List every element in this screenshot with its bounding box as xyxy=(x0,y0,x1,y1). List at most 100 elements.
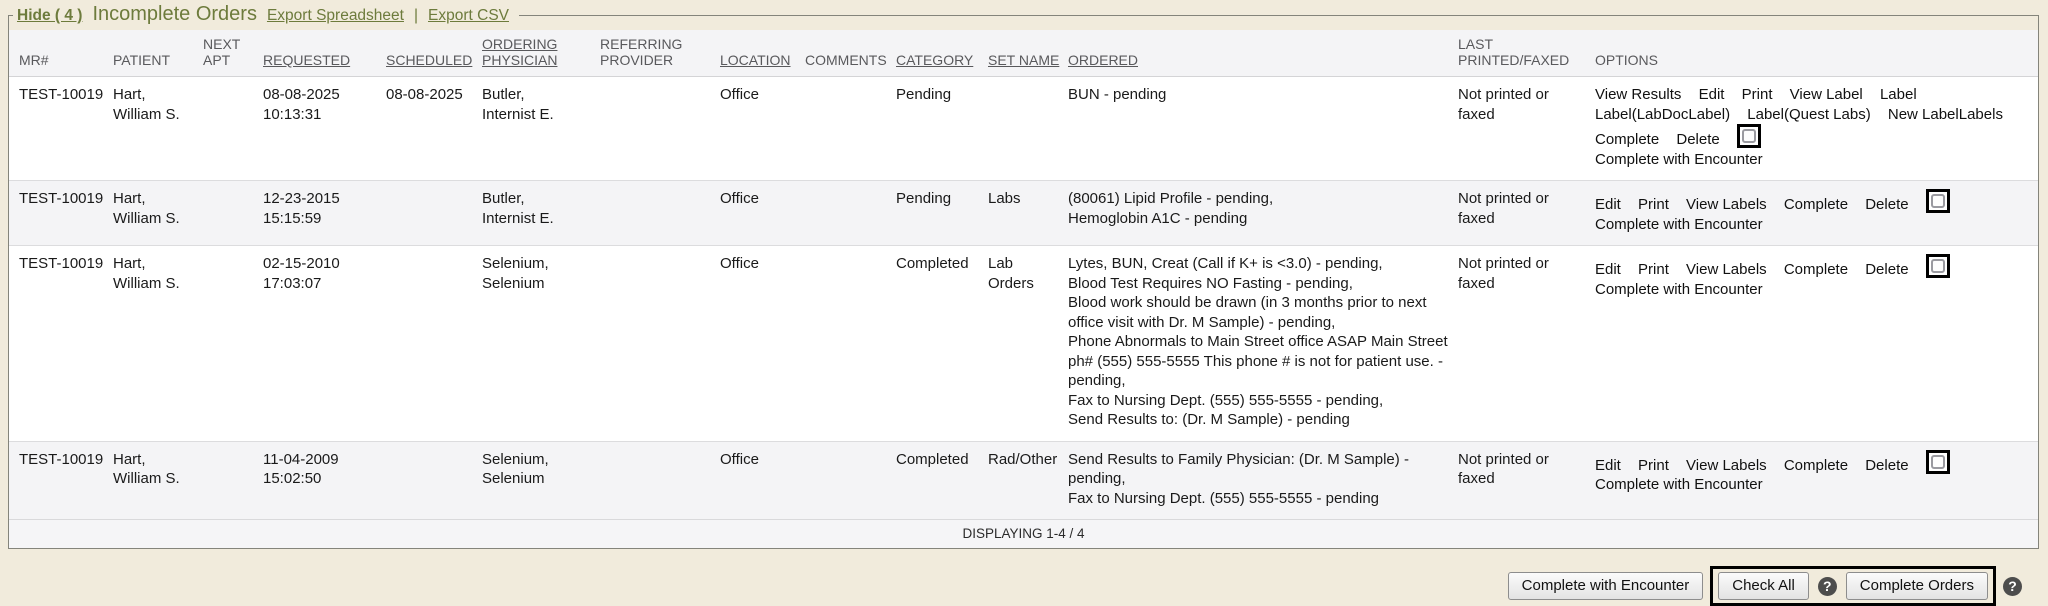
page-title: Incomplete Orders xyxy=(92,3,257,25)
cell-comments xyxy=(805,77,896,181)
incomplete-orders-panel: Hide ( 4 ) Incomplete Orders Export Spre… xyxy=(8,3,2039,549)
cell-set-name: Labs xyxy=(988,180,1068,246)
option-print[interactable]: Print xyxy=(1741,86,1773,103)
option-view-labels[interactable]: View Labels xyxy=(1686,196,1767,213)
column-header-set-name[interactable]: SET NAME xyxy=(988,30,1068,77)
option-view-results[interactable]: View Results xyxy=(1595,86,1682,103)
cell-category: Completed xyxy=(896,440,988,519)
export-spreadsheet-link[interactable]: Export Spreadsheet xyxy=(266,7,404,24)
option-complete[interactable]: Complete xyxy=(1783,456,1849,474)
export-csv-link[interactable]: Export CSV xyxy=(428,7,509,24)
option-complete-with-encounter[interactable]: Complete with Encounter xyxy=(1595,476,1763,493)
cell-next-apt xyxy=(203,440,263,519)
complete-with-encounter-button[interactable]: Complete with Encounter xyxy=(1507,572,1704,600)
cell-last-printed: Not printed or faxed xyxy=(1458,86,1549,123)
cell-requested: 02-15-2010 17:03:07 xyxy=(263,245,386,441)
order-checkbox[interactable] xyxy=(1925,189,1950,213)
option-view-labels[interactable]: View Labels xyxy=(1686,261,1767,278)
help-icon[interactable]: ? xyxy=(2003,576,2022,596)
option-new-labellabels[interactable]: New LabelLabels xyxy=(1887,105,2003,123)
orders-table: MR# PATIENT NEXT APT REQUESTED SCHEDULED ORDE… xyxy=(9,30,2038,519)
column-header-scheduled[interactable]: SCHEDULED xyxy=(386,30,482,77)
option-complete-with-encounter[interactable]: Complete with Encounter xyxy=(1595,215,1763,233)
option-complete-with-encounter[interactable]: Complete with Encounter xyxy=(1595,150,1763,168)
column-header-last-printed-faxed: LAST PRINTED/FAXED xyxy=(1458,30,1595,77)
option-edit[interactable]: Edit xyxy=(1595,456,1621,474)
order-checkbox[interactable] xyxy=(1925,449,1950,474)
cell-options: View Results Edit Print View Label Label… xyxy=(1595,77,2038,181)
option-complete[interactable]: Complete xyxy=(1783,196,1849,213)
cell-comments xyxy=(805,440,896,519)
cell-scheduled xyxy=(386,245,482,441)
option-label-quest-labs[interactable]: Label(Quest Labs) xyxy=(1747,105,1871,123)
cell-mr: TEST-10019 xyxy=(9,180,113,246)
option-label[interactable]: Label xyxy=(1879,86,1917,103)
option-print[interactable]: Print xyxy=(1638,261,1669,278)
column-header-requested[interactable]: REQUESTED xyxy=(263,30,386,77)
check-all-button[interactable]: Check All xyxy=(1718,572,1809,600)
cell-requested: 12-23-2015 15:15:59 xyxy=(263,180,386,246)
cell-scheduled xyxy=(386,180,482,246)
cell-last-printed: Not printed or faxed xyxy=(1458,180,1595,246)
option-delete[interactable]: Delete xyxy=(1865,456,1909,474)
cell-ordered: Lytes, BUN, Creat (Call if K+ is <3.0) -… xyxy=(1068,245,1458,441)
cell-last-printed: Not printed or faxed xyxy=(1458,245,1595,441)
hide-link[interactable]: Hide ( 4 ) xyxy=(17,7,83,24)
option-delete[interactable]: Delete xyxy=(1865,261,1909,278)
column-header-category[interactable]: CATEGORY xyxy=(896,30,988,77)
option-delete[interactable]: Delete xyxy=(1865,196,1909,213)
cell-mr: TEST-10019 xyxy=(9,245,113,441)
option-print[interactable]: Print xyxy=(1638,456,1669,474)
cell-comments xyxy=(805,245,896,441)
column-header-ordered[interactable]: ORDERED xyxy=(1068,30,1458,77)
column-header-next-apt: NEXT APT xyxy=(203,30,263,77)
cell-next-apt xyxy=(203,180,263,246)
cell-scheduled: 08-08-2025 xyxy=(386,86,463,103)
order-checkbox[interactable] xyxy=(1925,254,1950,278)
cell-requested: 11-04-2009 15:02:50 xyxy=(263,440,386,519)
cell-comments xyxy=(805,180,896,246)
option-edit[interactable]: Edit xyxy=(1698,86,1725,103)
cell-category: Completed xyxy=(896,245,988,441)
cell-ordered: BUN - pending xyxy=(1068,86,1167,103)
complete-orders-button[interactable]: Complete Orders xyxy=(1845,572,1988,600)
cell-next-apt xyxy=(203,77,263,181)
cell-ordering-physician: Selenium, Selenium xyxy=(482,245,600,441)
column-header-ordering-physician[interactable]: ORDERING PHYSICIAN xyxy=(482,30,600,77)
option-view-labels[interactable]: View Labels xyxy=(1686,456,1767,474)
cell-category: Pending xyxy=(896,180,988,246)
cell-set-name xyxy=(988,77,1068,181)
actions-bar: Complete with Encounter Check All ? Comp… xyxy=(0,566,2022,606)
cell-last-printed: Not printed or faxed xyxy=(1458,440,1595,519)
order-row: TEST-10019 Hart, William S. 08-08-2025 10:… xyxy=(9,77,2038,181)
column-header-location[interactable]: LOCATION xyxy=(720,30,805,77)
table-header-row: MR# PATIENT NEXT APT REQUESTED SCHEDULED ORDE… xyxy=(9,30,2038,77)
cell-category: Pending xyxy=(896,86,952,103)
cell-referring-provider xyxy=(600,180,720,246)
option-label-labdoclabel[interactable]: Label(LabDocLabel) xyxy=(1595,105,1731,123)
option-complete[interactable]: Complete xyxy=(1783,261,1849,278)
cell-location: Office xyxy=(720,440,805,519)
check-complete-group: Check All ? Complete Orders xyxy=(1710,566,1996,606)
cell-mr: TEST-10019 xyxy=(9,440,113,519)
cell-ordering-physician: Butler, Internist E. xyxy=(482,180,600,246)
order-checkbox[interactable] xyxy=(1736,124,1761,148)
panel-legend: Hide ( 4 ) Incomplete Orders Export Spre… xyxy=(13,3,519,26)
column-header-mr: MR# xyxy=(9,30,113,77)
help-icon[interactable]: ? xyxy=(1817,576,1837,596)
option-delete[interactable]: Delete xyxy=(1676,131,1720,148)
column-header-options: OPTIONS xyxy=(1595,30,2038,77)
column-header-patient: PATIENT xyxy=(113,30,203,77)
cell-options: Edit Print View Labels Complete Delete C… xyxy=(1595,440,2038,519)
cell-ordering-physician: Butler, Internist E. xyxy=(482,86,554,123)
option-complete[interactable]: Complete xyxy=(1595,131,1660,148)
option-view-label[interactable]: View Label xyxy=(1789,86,1863,103)
option-complete-with-encounter[interactable]: Complete with Encounter xyxy=(1595,280,1763,298)
cell-patient: Hart, William S. xyxy=(113,86,180,123)
cell-referring-provider xyxy=(600,245,720,441)
cell-referring-provider xyxy=(600,77,720,181)
option-edit[interactable]: Edit xyxy=(1595,196,1621,213)
option-print[interactable]: Print xyxy=(1638,196,1669,213)
option-edit[interactable]: Edit xyxy=(1595,261,1621,278)
column-header-comments: COMMENTS xyxy=(805,30,896,77)
